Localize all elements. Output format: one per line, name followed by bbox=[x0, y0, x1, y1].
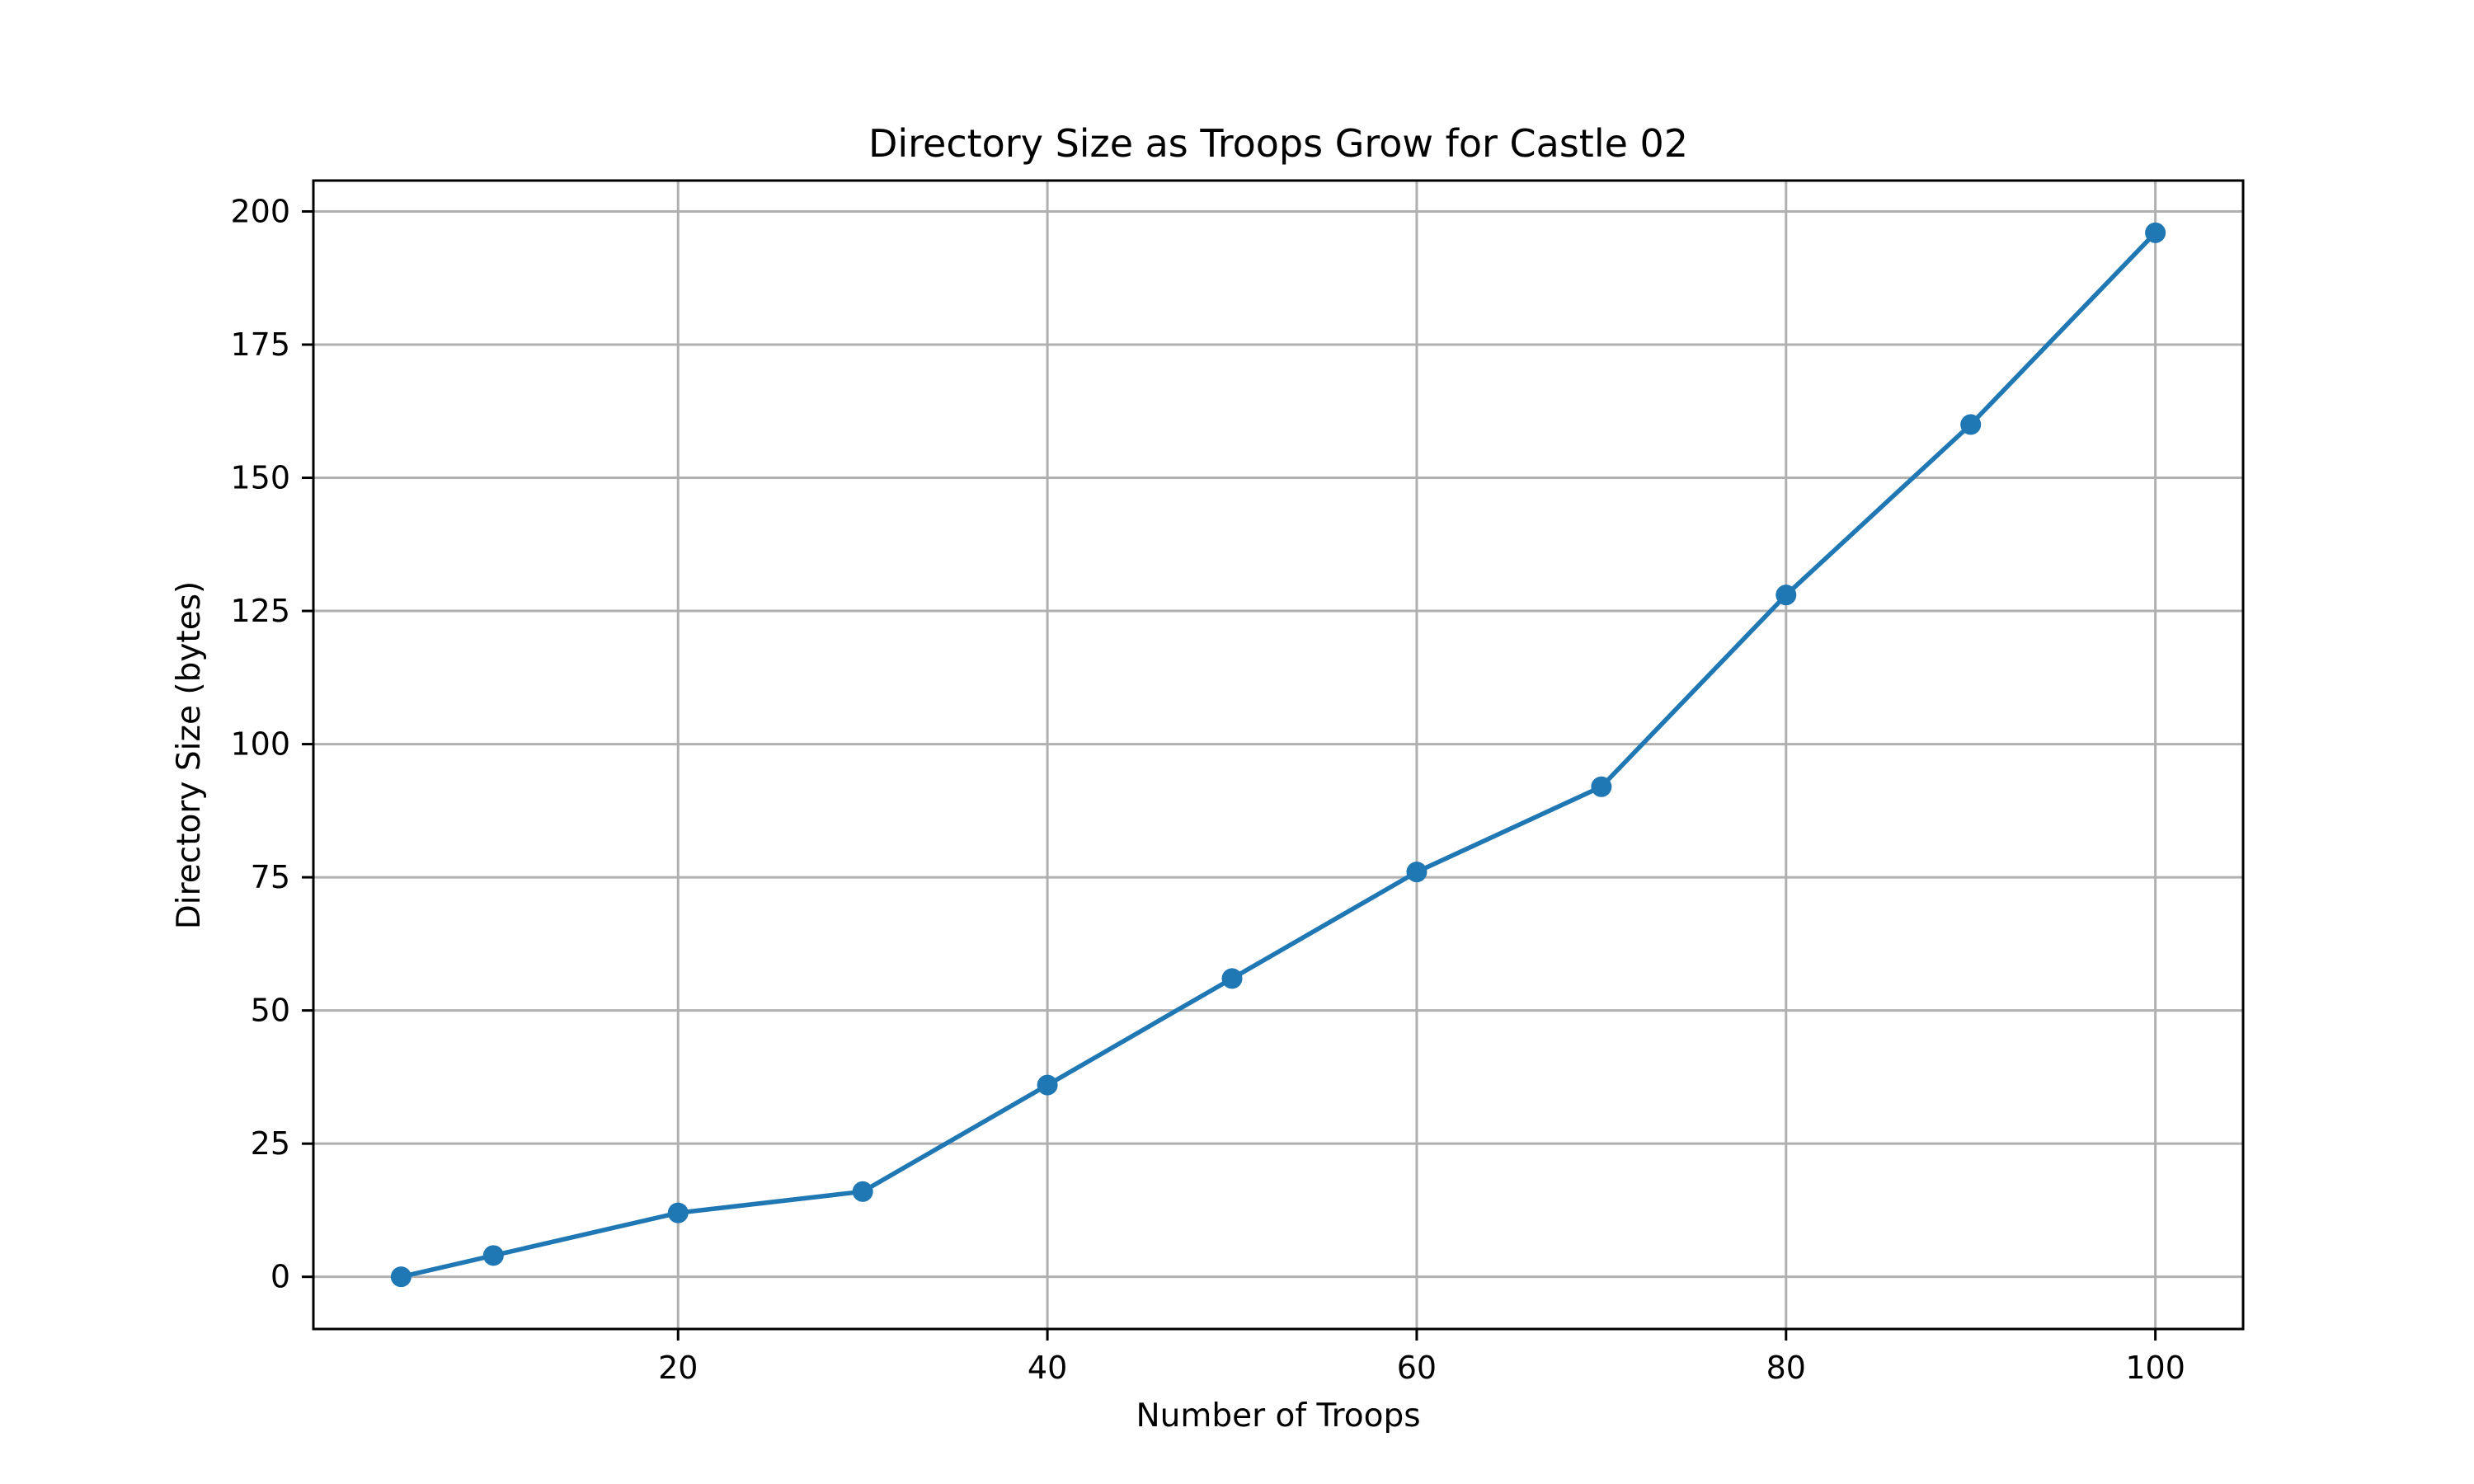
axes-frame bbox=[312, 179, 2245, 1331]
y-tick-label: 0 bbox=[270, 1259, 290, 1295]
x-tick-label: 100 bbox=[2125, 1350, 2185, 1386]
data-point bbox=[2145, 222, 2166, 243]
grid-layer bbox=[313, 181, 2243, 1329]
x-tick-label: 60 bbox=[1397, 1350, 1437, 1386]
y-axis-label: Directory Size (bytes) bbox=[171, 581, 208, 929]
y-tick-label: 125 bbox=[230, 593, 290, 629]
data-point bbox=[390, 1266, 412, 1288]
y-tick-label: 75 bbox=[251, 859, 290, 895]
x-tick-label: 40 bbox=[1028, 1350, 1067, 1386]
plot-area-background bbox=[313, 181, 2243, 1329]
y-tick-label: 200 bbox=[230, 193, 290, 229]
data-point bbox=[1960, 414, 1982, 435]
data-point bbox=[1037, 1074, 1058, 1096]
tick-layer: 20 40 60 80 100 0 25 50 75 100 125 150 175 200 bbox=[230, 193, 2185, 1386]
x-tick-label: 20 bbox=[658, 1350, 698, 1386]
y-tick-label: 50 bbox=[251, 993, 290, 1029]
data-point bbox=[1221, 968, 1243, 989]
y-tick-label: 25 bbox=[251, 1125, 290, 1162]
data-point bbox=[852, 1181, 873, 1202]
data-point bbox=[1776, 585, 1797, 606]
chart-title: Directory Size as Troops Grow for Castle… bbox=[868, 121, 1688, 166]
data-point bbox=[667, 1202, 689, 1223]
data-point bbox=[1406, 862, 1427, 883]
data-point bbox=[482, 1245, 504, 1266]
series-layer bbox=[390, 222, 2166, 1288]
x-axis-label: Number of Troops bbox=[1136, 1397, 1420, 1435]
data-point bbox=[1591, 776, 1612, 797]
y-tick-label: 100 bbox=[230, 726, 290, 763]
y-tick-label: 150 bbox=[230, 460, 290, 496]
x-tick-label: 80 bbox=[1766, 1350, 1806, 1386]
y-tick-label: 175 bbox=[230, 326, 290, 363]
